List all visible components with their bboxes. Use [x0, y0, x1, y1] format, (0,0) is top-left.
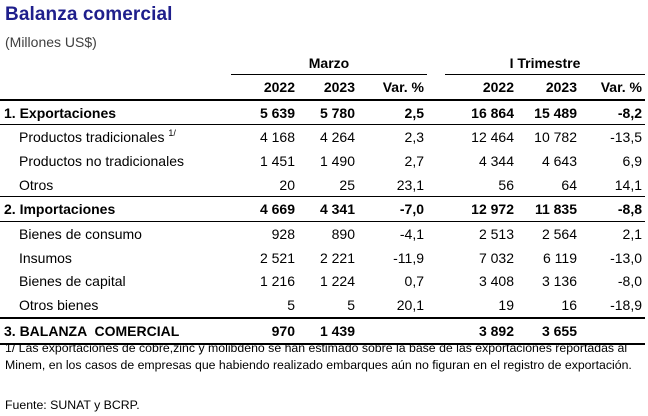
cell: -13,5 — [610, 129, 642, 146]
table-row: Otros bienes 5 5 20,1 19 16 -18,9 — [0, 293, 645, 318]
cell: 16 864 — [445, 99, 517, 126]
cell: 2 221 — [319, 249, 355, 266]
cell: 4 168 — [259, 129, 295, 146]
table-row: 2. Importaciones 4 669 4 341 -7,0 12 972… — [0, 196, 645, 223]
cell: 2,5 — [358, 99, 427, 126]
cell: 928 — [271, 225, 295, 242]
cell: 5 — [287, 297, 295, 314]
footnote-text: 1/ Las exportaciones de cobre,zinc y mol… — [5, 341, 632, 372]
table-row-total: 3. BALANZA COMERCIAL 970 1 439 3 892 3 6… — [0, 316, 645, 345]
table-row: Productos no tradicionales 1 451 1 490 2… — [0, 149, 645, 173]
col-header: 2022 — [445, 74, 517, 101]
cell: -8,0 — [617, 273, 642, 290]
row-label: Bienes de consumo — [19, 225, 142, 242]
cell: 5 639 — [231, 99, 298, 126]
cell: -8,2 — [580, 99, 645, 126]
cell: 4 344 — [478, 152, 514, 169]
cell: 14,1 — [580, 172, 645, 198]
cell: 20,1 — [396, 297, 424, 314]
table-row: Productos tradicionales 1/ 4 168 4 264 2… — [0, 125, 645, 149]
cell: 20 — [231, 172, 298, 198]
cell: 3 136 — [541, 273, 577, 290]
page-title: Balanza comercial — [5, 4, 173, 25]
cell: -13,0 — [610, 249, 642, 266]
cell: 2 564 — [541, 225, 577, 242]
cell: 5 780 — [298, 99, 358, 126]
source-text: Fuente: SUNAT y BCRP. — [5, 398, 140, 412]
cell: 25 — [298, 172, 358, 198]
cell: 64 — [517, 172, 580, 198]
column-header-row: 2022 2023 Var. % 2022 2023 Var. % — [0, 74, 645, 101]
cell — [580, 316, 645, 345]
row-label: Bienes de capital — [19, 273, 126, 290]
cell: 56 — [445, 172, 517, 198]
table-row: Bienes de consumo 928 890 -4,1 2 513 2 5… — [0, 222, 645, 246]
trade-balance-table: Marzo I Trimestre 2022 2023 Var. % 2022 … — [0, 52, 645, 345]
cell: 10 782 — [534, 129, 577, 146]
cell: 2 513 — [478, 225, 514, 242]
cell: -8,8 — [580, 196, 645, 223]
cell: 0,7 — [404, 273, 424, 290]
cell: 11 835 — [517, 196, 580, 223]
cell: 12 972 — [445, 196, 517, 223]
table-row: Bienes de capital 1 216 1 224 0,7 3 408 … — [0, 270, 645, 294]
cell: 4 643 — [541, 152, 577, 169]
col-header: 2023 — [517, 74, 580, 101]
cell: 2,1 — [622, 225, 642, 242]
cell: 4 669 — [231, 196, 298, 223]
table-row: Insumos 2 521 2 221 -11,9 7 032 6 119 -1… — [0, 246, 645, 270]
row-label: 3. BALANZA COMERCIAL — [0, 316, 231, 345]
col-header: Var. % — [358, 74, 427, 101]
cell: 4 341 — [298, 196, 358, 223]
cell: -4,1 — [399, 225, 424, 242]
cell: 5 — [347, 297, 355, 314]
cell: 16 — [561, 297, 577, 314]
cell: -11,9 — [393, 249, 424, 266]
units-subtitle: (Millones US$) — [5, 34, 97, 50]
cell: 6,9 — [622, 152, 642, 169]
cell: 970 — [231, 316, 298, 345]
row-label: Productos no tradicionales — [19, 152, 184, 169]
footnote-marker: 1/ — [168, 128, 176, 139]
cell: 1 224 — [319, 273, 355, 290]
cell: 890 — [331, 225, 355, 242]
table-row: Otros 20 25 23,1 56 64 14,1 — [0, 172, 645, 198]
cell: 2,3 — [404, 129, 424, 146]
row-label: Otros — [0, 172, 231, 198]
cell: 3 655 — [517, 316, 580, 345]
cell: 15 489 — [517, 99, 580, 126]
row-label: Otros bienes — [19, 297, 99, 314]
cell: 2 521 — [259, 249, 295, 266]
cell: 1 490 — [319, 152, 355, 169]
cell: 19 — [498, 297, 514, 314]
group-header-row: Marzo I Trimestre — [0, 52, 645, 75]
col-header: 2023 — [298, 74, 358, 101]
group-quarter: I Trimestre — [445, 52, 645, 75]
cell — [358, 316, 427, 345]
cell: 3 408 — [478, 273, 514, 290]
cell: -7,0 — [358, 196, 427, 223]
row-label: Productos tradicionales 1/ — [19, 128, 176, 146]
cell: 1 216 — [259, 273, 295, 290]
cell: 1 439 — [298, 316, 358, 345]
row-label: 1. Exportaciones — [0, 99, 231, 126]
cell: 6 119 — [543, 249, 577, 266]
cell: 7 032 — [478, 249, 514, 266]
cell: 23,1 — [358, 172, 427, 198]
table-row: 1. Exportaciones 5 639 5 780 2,5 16 864 … — [0, 99, 645, 126]
cell: 2,7 — [404, 152, 424, 169]
group-march: Marzo — [231, 52, 427, 75]
cell: 3 892 — [445, 316, 517, 345]
cell: 1 451 — [259, 152, 295, 169]
cell: -18,9 — [610, 297, 642, 314]
col-header: 2022 — [231, 74, 298, 101]
col-header: Var. % — [580, 74, 645, 101]
cell: 4 264 — [319, 129, 355, 146]
cell: 12 464 — [471, 129, 514, 146]
row-label: 2. Importaciones — [0, 196, 231, 223]
row-label: Insumos — [19, 249, 72, 266]
